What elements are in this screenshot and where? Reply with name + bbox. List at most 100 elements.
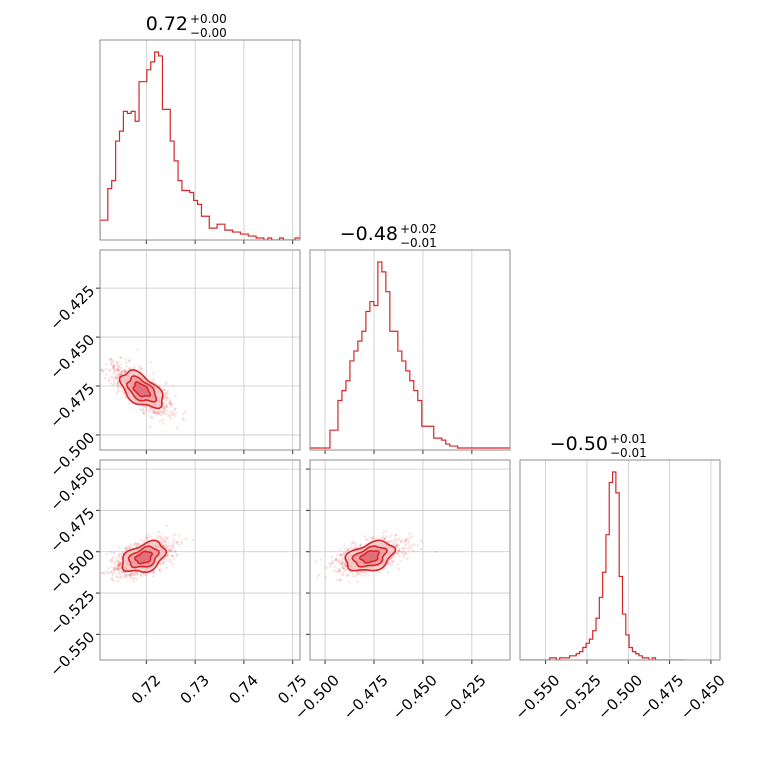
scatter-panel-0-1 (96, 249, 301, 454)
sample-point (382, 531, 385, 534)
sample-point (165, 524, 168, 527)
sample-point (157, 568, 161, 572)
sample-point (144, 536, 148, 539)
sample-point (343, 544, 346, 547)
sample-point (376, 537, 380, 541)
sample-point (419, 539, 423, 543)
sample-point (156, 535, 159, 539)
y-tick-label: −0.475 (46, 504, 98, 556)
sample-point (343, 562, 347, 566)
sample-point (144, 573, 148, 576)
sample-point (149, 361, 153, 364)
sample-point (115, 377, 119, 381)
sample-point (115, 361, 119, 364)
sample-point (169, 410, 172, 413)
sample-point (342, 570, 345, 573)
sample-point (116, 368, 119, 371)
sample-point (141, 408, 144, 412)
sample-point (344, 562, 348, 566)
sample-point (118, 563, 122, 567)
sample-point (138, 408, 142, 411)
x-tick-label: −0.450 (677, 671, 729, 723)
sample-point (107, 379, 111, 383)
sample-point (135, 577, 139, 581)
sample-point (112, 551, 116, 555)
sample-point (171, 411, 174, 414)
sample-point (168, 400, 172, 404)
sample-point (341, 553, 345, 557)
sample-point (108, 368, 112, 371)
sample-point (152, 378, 156, 381)
sample-point (329, 561, 333, 565)
sample-point (110, 560, 113, 564)
scatter-panel-0-2 (96, 459, 301, 664)
sample-point (117, 559, 120, 563)
sample-point (118, 557, 122, 560)
sample-point (352, 541, 356, 545)
sample-point (113, 368, 117, 372)
sample-point (102, 572, 106, 575)
sample-point (137, 542, 140, 545)
sample-point (151, 372, 155, 376)
sample-point (119, 356, 122, 359)
sample-point (338, 548, 342, 551)
sample-point (115, 391, 119, 395)
sample-point (112, 367, 115, 370)
sample-point (402, 546, 406, 550)
sample-point (128, 359, 131, 362)
x-tick-label: 0.73 (177, 671, 213, 707)
sample-point (164, 545, 168, 549)
sample-point (129, 572, 133, 576)
sample-point (158, 569, 162, 573)
axes-frame (519, 459, 721, 661)
sample-point (112, 366, 115, 369)
sample-point (336, 570, 340, 574)
sample-point (340, 560, 344, 564)
sample-point (169, 402, 173, 406)
sample-point (116, 567, 120, 571)
sample-point (121, 570, 124, 574)
sample-point (100, 368, 104, 371)
sample-point (160, 411, 163, 415)
y-tick-label: −0.550 (46, 628, 98, 680)
sample-point (126, 547, 130, 551)
sample-point (394, 534, 398, 537)
sample-point (110, 363, 113, 366)
sample-point (168, 414, 171, 418)
sample-point (335, 570, 339, 573)
sample-point (167, 547, 170, 551)
axes-frame (99, 39, 301, 241)
sample-point (115, 375, 118, 379)
sample-point (386, 570, 390, 574)
sample-point (334, 557, 338, 561)
sample-point (170, 402, 174, 406)
sample-point (170, 549, 174, 553)
param-title-plus-0: +0.00 (190, 12, 227, 26)
sample-point (114, 560, 117, 564)
sample-point (109, 358, 112, 362)
sample-point (161, 410, 165, 413)
sample-point (117, 389, 120, 393)
sample-point (402, 555, 406, 558)
sample-point (385, 535, 388, 538)
sample-point (116, 576, 119, 579)
sample-point (113, 381, 116, 385)
sample-point (129, 571, 133, 575)
sample-point (173, 408, 176, 411)
sample-point (397, 537, 401, 540)
sample-point (114, 376, 118, 380)
sample-point (158, 419, 162, 423)
sample-point (132, 579, 136, 583)
sample-point (117, 382, 120, 386)
sample-point (166, 396, 170, 400)
sample-point (127, 402, 131, 405)
sample-point (387, 560, 390, 564)
sample-point (354, 574, 357, 578)
sample-point (159, 537, 162, 541)
x-tick-label: −0.475 (636, 671, 688, 723)
sample-point (391, 559, 394, 563)
sample-point (340, 556, 344, 560)
sample-point (333, 569, 336, 573)
sample-point (165, 403, 169, 407)
sample-point (165, 546, 169, 550)
